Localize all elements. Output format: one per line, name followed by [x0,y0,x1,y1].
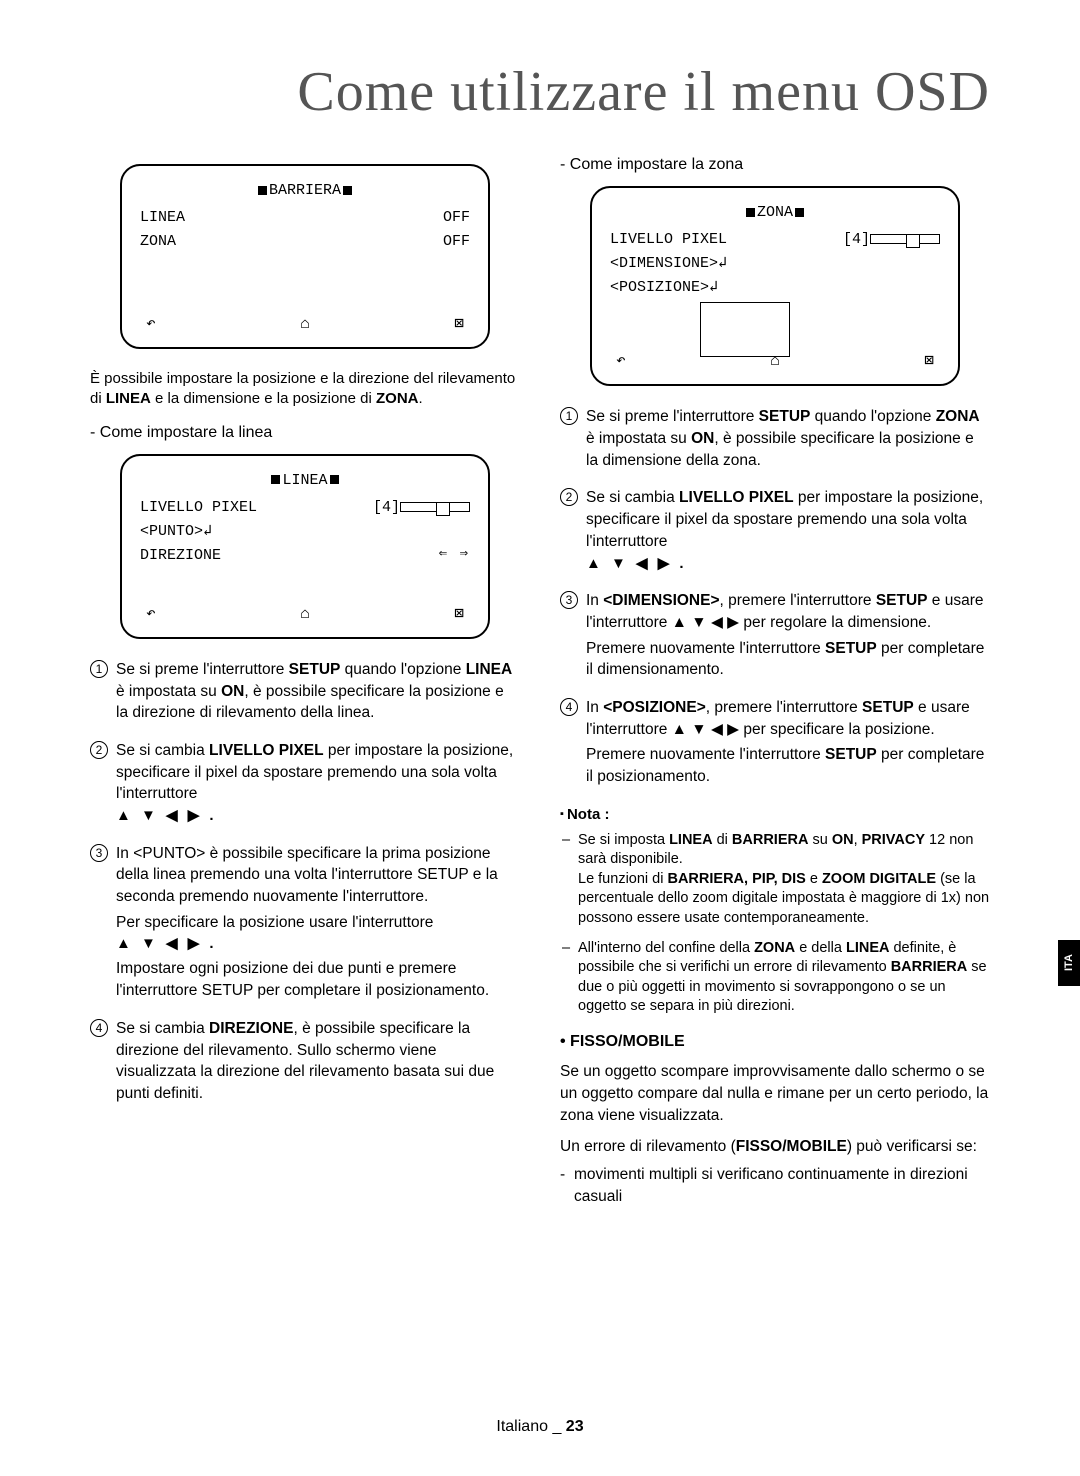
osd-zona-icons: ↶ ⌂ ⊠ [616,350,934,372]
osd-zona-title: ZONA [610,202,940,223]
zona-step-1: 1Se si preme l'interruttore SETUP quando… [560,406,990,471]
fisso-head: FISSO/MOBILE [560,1031,990,1053]
fisso-p2: Un errore di rilevamento (FISSO/MOBILE) … [560,1136,990,1158]
side-tab: ITA [1058,940,1080,986]
note-list: Se si imposta LINEA di BARRIERA su ON, P… [560,831,990,1017]
osd-linea-box: LINEA LIVELLO PIXEL [4] <PUNTO> DIREZION… [120,454,490,639]
arrows4-icon: ▲ ▼ ◀ ▶ . [116,807,217,824]
arrows4-icon: ▲ ▼ ◀ ▶ . [116,933,520,954]
osd-zona-pos: <POSIZIONE> [610,277,940,298]
back-icon: ↶ [146,313,156,335]
arrows-lr-icon: ⇐ ⇒ [439,545,470,566]
level-num: [4] [373,499,400,516]
osd-linea-title-text: LINEA [282,472,327,489]
note-2: All'interno del confine della ZONA e del… [578,939,990,1017]
linea-step-3: 3 In <PUNTO> è possibile specificare la p… [90,843,520,1002]
osd-barriera-title-text: BARRIERA [269,182,341,199]
num-3-icon: 3 [90,844,108,862]
barriera-intro: È possibile impostare la posizione e la … [90,369,520,410]
sub-linea: - Come impostare la linea [90,422,520,444]
osd-linea-level-value: [4] [373,497,470,518]
osd-linea-direzione: DIREZIONE ⇐ ⇒ [140,545,470,566]
zona-step-2: 2Se si cambia LIVELLO PIXEL per impostar… [560,487,990,574]
osd-row-zona: ZONA OFF [140,231,470,252]
zona-step-4: 4In <POSIZIONE>, premere l'interruttore … [560,697,990,788]
osd-zona-label: ZONA [140,231,176,252]
level-num: [4] [843,231,870,248]
close-icon: ⊠ [454,603,464,625]
fisso-p1: Se un oggetto scompare improvvisamente d… [560,1061,990,1126]
osd-linea-icons: ↶ ⌂ ⊠ [146,603,464,625]
osd-linea-level-label: LIVELLO PIXEL [140,497,257,518]
zona-steps: 1Se si preme l'interruttore SETUP quando… [560,406,990,787]
home-icon: ⌂ [300,313,310,335]
linea-s3b: Per specificare la posizione usare l'int… [116,912,520,934]
osd-linea-level: LIVELLO PIXEL [4] [140,497,470,518]
linea-step-4: 4Se si cambia DIREZIONE, è possibile spe… [90,1018,520,1105]
direzione-label: DIREZIONE [140,545,221,566]
dim-label: <DIMENSIONE> [610,255,718,272]
enter-icon [718,255,727,272]
num-4-icon: 4 [90,1019,108,1037]
content-columns: BARRIERA LINEA OFF ZONA OFF ↶ ⌂ ⊠ È poss… [90,154,990,1207]
osd-linea-label: LINEA [140,207,185,228]
right-column: - Come impostare la zona ZONA LIVELLO PI… [560,154,990,1207]
osd-zona-value: OFF [443,231,470,252]
osd-barriera-title: BARRIERA [140,180,470,201]
left-column: BARRIERA LINEA OFF ZONA OFF ↶ ⌂ ⊠ È poss… [90,154,520,1207]
linea-s3a: In <PUNTO> è possibile specificare la pr… [116,845,498,905]
linea-step-1: 1Se si preme l'interruttore SETUP quando… [90,659,520,724]
num-2-icon: 2 [90,741,108,759]
osd-barriera-icons: ↶ ⌂ ⊠ [146,313,464,335]
close-icon: ⊠ [924,350,934,372]
osd-barriera-box: BARRIERA LINEA OFF ZONA OFF ↶ ⌂ ⊠ [120,164,490,349]
enter-icon [709,279,718,296]
punto-label: <PUNTO> [140,523,203,540]
zona-s3b: Premere nuovamente l'interruttore SETUP … [586,638,990,681]
osd-zona-level: LIVELLO PIXEL [4] [610,229,940,250]
arrows4-icon: ▲ ▼ ◀ ▶ . [586,555,687,572]
osd-zona-level-label: LIVELLO PIXEL [610,229,727,250]
page-footer: Italiano _ 23 [0,1418,1080,1436]
pos-label: <POSIZIONE> [610,279,709,296]
num-3-icon: 3 [560,591,578,609]
home-icon: ⌂ [300,603,310,625]
back-icon: ↶ [146,603,156,625]
page-title: Come utilizzare il menu OSD [90,60,990,124]
zona-step-3: 3In <DIMENSIONE>, premere l'interruttore… [560,590,990,681]
linea-steps: 1Se si preme l'interruttore SETUP quando… [90,659,520,1105]
back-icon: ↶ [616,350,626,372]
num-4-icon: 4 [560,698,578,716]
sub-zona: - Come impostare la zona [560,154,990,176]
home-icon: ⌂ [770,350,780,372]
num-1-icon: 1 [90,660,108,678]
fisso-d1: movimenti multipli si verificano continu… [560,1164,990,1207]
note-1: Se si imposta LINEA di BARRIERA su ON, P… [578,831,990,929]
zona-s4b: Premere nuovamente l'interruttore SETUP … [586,744,990,787]
osd-linea-title: LINEA [140,470,470,491]
osd-zona-dim: <DIMENSIONE> [610,253,940,274]
footer-lang: Italiano [496,1418,548,1435]
enter-icon [203,523,212,540]
footer-sep: _ [552,1418,561,1435]
osd-zona-box: ZONA LIVELLO PIXEL [4] <DIMENSIONE> <POS… [590,186,960,386]
num-1-icon: 1 [560,407,578,425]
linea-step-2: 2Se si cambia LIVELLO PIXEL per impostar… [90,740,520,827]
footer-num: 23 [566,1418,584,1435]
note-head-text: Nota : [567,806,610,823]
linea-s3c: Impostare ogni posizione dei due punti e… [116,958,520,1001]
note-head: Nota : [560,804,990,825]
osd-zona-title-text: ZONA [757,204,793,221]
num-2-icon: 2 [560,488,578,506]
close-icon: ⊠ [454,313,464,335]
osd-zona-level-value: [4] [843,229,940,250]
osd-linea-value: OFF [443,207,470,228]
osd-linea-punto: <PUNTO> [140,521,470,542]
osd-row-linea: LINEA OFF [140,207,470,228]
